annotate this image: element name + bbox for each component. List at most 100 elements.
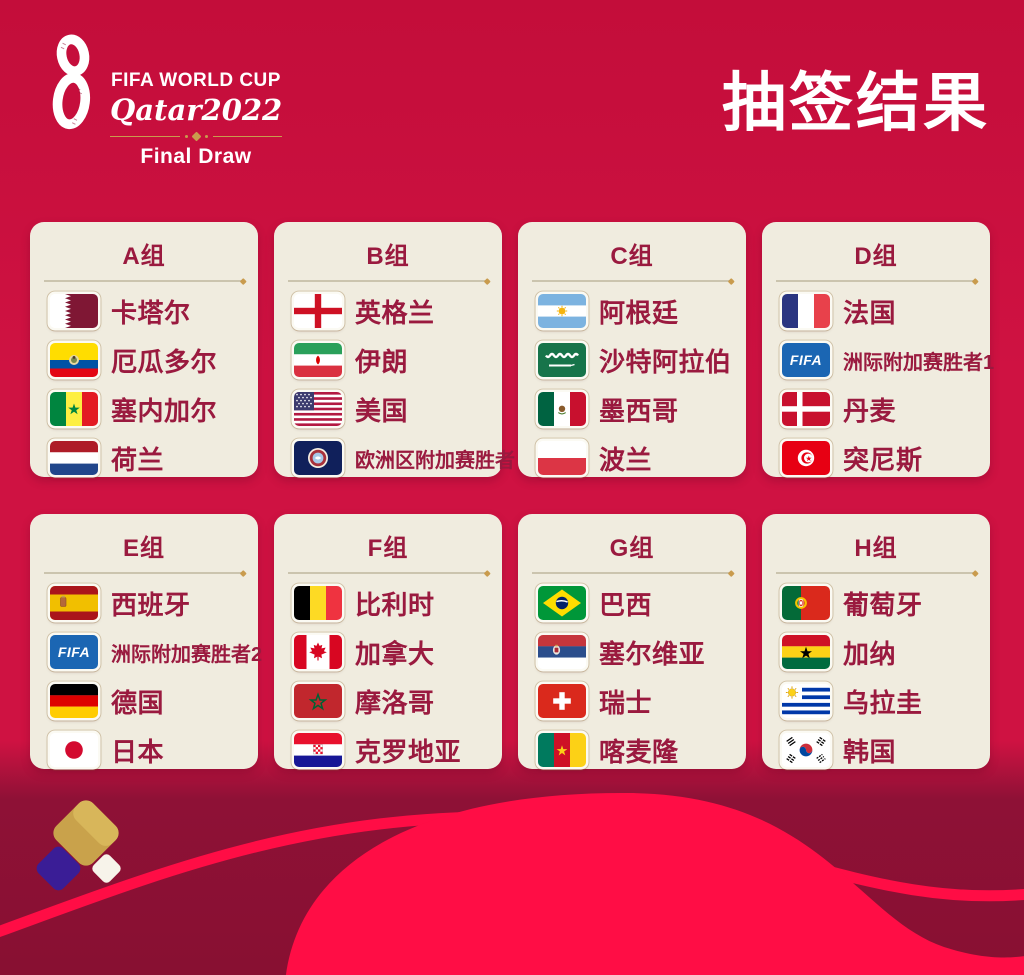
team-name: 韩国 xyxy=(843,736,897,767)
fifa-wordmark: FIFA xyxy=(790,352,822,368)
gold-dot-icon xyxy=(483,569,490,576)
team-name: 美国 xyxy=(355,395,409,426)
group-label: B组 xyxy=(366,243,410,270)
group-card-a: A组 卡塔尔 厄瓜多尔 塞内 xyxy=(30,222,258,477)
divider xyxy=(776,277,978,284)
flag-morocco-icon xyxy=(294,684,342,718)
flag-tunisia-icon xyxy=(782,441,830,475)
team-row: 法国 xyxy=(774,287,978,336)
flag-saudi-arabia-icon xyxy=(538,343,586,377)
flag-senegal-icon xyxy=(50,392,98,426)
team-name: 日本 xyxy=(111,736,165,767)
group-card-d: D组 法国 FIFA 洲际附加赛胜者1 丹麦 xyxy=(762,222,994,477)
team-row: 卡塔尔 xyxy=(42,287,246,336)
flag-argentina-icon xyxy=(538,294,586,328)
team-name: 波兰 xyxy=(599,444,653,475)
team-name: 洲际附加赛胜者1 xyxy=(843,351,995,374)
group-label: D组 xyxy=(854,243,898,270)
divider xyxy=(532,569,734,576)
team-row: 德国 xyxy=(42,677,246,726)
team-name: 塞内加尔 xyxy=(111,395,218,426)
team-row: FIFA 洲际附加赛胜者2 xyxy=(42,628,262,677)
gold-dot-icon xyxy=(971,569,978,576)
divider xyxy=(44,277,246,284)
logo-event: Final Draw xyxy=(140,145,252,168)
team-row: 塞内加尔 xyxy=(42,385,246,434)
team-row: 丹麦 xyxy=(774,385,978,434)
team-row: 突尼斯 xyxy=(774,434,978,483)
team-name: 厄瓜多尔 xyxy=(111,346,218,377)
group-label: H组 xyxy=(854,535,898,562)
flag-switzerland-icon xyxy=(538,684,586,718)
team-row: 日本 xyxy=(42,726,246,775)
flag-japan-icon xyxy=(50,733,98,767)
group-card-g: G组 巴西 塞尔维亚 xyxy=(518,514,746,769)
divider xyxy=(532,277,734,284)
gold-dot-icon xyxy=(239,569,246,576)
team-row: 波兰 xyxy=(530,434,734,483)
flag-belgium-icon xyxy=(294,586,342,620)
gold-diamond-icon xyxy=(191,131,201,142)
gold-dot-icon xyxy=(727,569,734,576)
team-name: 沙特阿拉伯 xyxy=(599,346,732,377)
group-label: F组 xyxy=(367,535,409,562)
team-name: 荷兰 xyxy=(111,444,165,475)
team-row: 墨西哥 xyxy=(530,385,734,434)
fifa-logo-icon: FIFA xyxy=(50,635,98,669)
flag-england-icon xyxy=(294,294,342,328)
team-name: 阿根廷 xyxy=(599,297,679,328)
team-row: 西班牙 xyxy=(42,579,246,628)
gold-dot-icon xyxy=(727,277,734,284)
divider xyxy=(288,277,490,284)
team-row: 韩国 xyxy=(774,726,978,775)
team-name: 洲际附加赛胜者2 xyxy=(111,643,263,666)
team-name: 加纳 xyxy=(843,638,897,669)
team-name: 瑞士 xyxy=(599,687,653,718)
team-row: 乌拉圭 xyxy=(774,677,978,726)
logo-subtitle: Qatar2022 xyxy=(110,93,283,127)
team-name: 德国 xyxy=(111,687,165,718)
flag-netherlands-icon xyxy=(50,441,98,475)
group-card-b: B组 英格兰 伊朗 xyxy=(274,222,515,477)
uefa-logo-icon xyxy=(294,441,342,475)
gold-dot-icon xyxy=(971,277,978,284)
groups-grid: A组 卡塔尔 厄瓜多尔 塞内 xyxy=(30,222,994,769)
team-name: 喀麦隆 xyxy=(599,736,679,767)
group-label: A组 xyxy=(122,243,166,270)
flag-spain-icon xyxy=(50,586,98,620)
group-label: G组 xyxy=(609,535,655,562)
logo-divider xyxy=(110,131,282,142)
team-row: 喀麦隆 xyxy=(530,726,734,775)
team-row: 克罗地亚 xyxy=(286,726,490,775)
divider xyxy=(44,569,246,576)
team-name: 伊朗 xyxy=(355,346,409,377)
team-row: FIFA 洲际附加赛胜者1 xyxy=(774,336,994,385)
group-card-f: F组 比利时 加拿大 摩洛哥 xyxy=(274,514,502,769)
gold-dot-icon xyxy=(239,277,246,284)
flag-ghana-icon xyxy=(782,635,830,669)
gold-dot-icon xyxy=(483,277,490,284)
flag-uruguay-icon xyxy=(782,684,830,718)
flag-south-korea-icon xyxy=(782,733,830,767)
flag-iran-icon xyxy=(294,343,342,377)
team-name: 摩洛哥 xyxy=(355,687,435,718)
team-name: 克罗地亚 xyxy=(355,736,462,767)
team-row: 加纳 xyxy=(774,628,978,677)
flag-brazil-icon xyxy=(538,586,586,620)
flag-cameroon-icon xyxy=(538,733,586,767)
team-name: 葡萄牙 xyxy=(843,589,923,620)
team-row: 阿根廷 xyxy=(530,287,734,336)
team-row: 荷兰 xyxy=(42,434,246,483)
group-card-e: E组 西班牙 FIFA 洲际附加赛胜者2 xyxy=(30,514,262,769)
team-name: 巴西 xyxy=(599,589,653,620)
team-row: 伊朗 xyxy=(286,336,490,385)
logo-title: FIFA WORLD CUP xyxy=(111,70,281,91)
team-row: 瑞士 xyxy=(530,677,734,726)
flag-usa-icon xyxy=(294,392,342,426)
flag-serbia-icon xyxy=(538,635,586,669)
flag-poland-icon xyxy=(538,441,586,475)
flag-denmark-icon xyxy=(782,392,830,426)
team-name: 墨西哥 xyxy=(599,395,679,426)
team-name: 卡塔尔 xyxy=(111,297,191,328)
team-name: 加拿大 xyxy=(355,638,435,669)
